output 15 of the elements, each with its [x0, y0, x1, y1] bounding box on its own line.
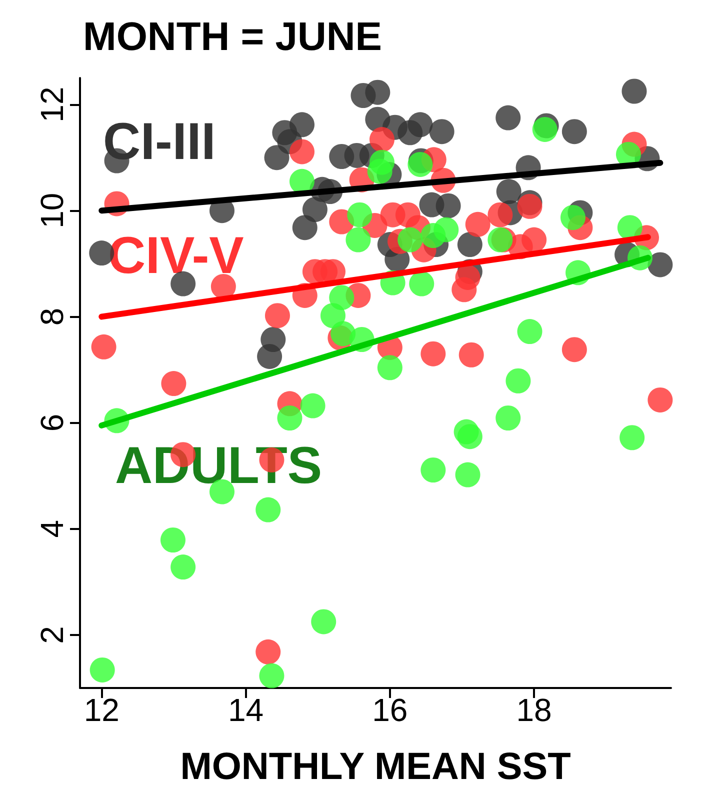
- x-tick-label: 16: [372, 692, 408, 728]
- y-tick-label: 10: [34, 192, 70, 228]
- y-tick-label: 4: [34, 520, 70, 538]
- y-tick-label: 6: [34, 414, 70, 432]
- x-tick-label: 14: [228, 692, 264, 728]
- x-tick-label: 12: [84, 692, 120, 728]
- series-label: CI-III: [103, 113, 216, 171]
- chart-title: MONTH = JUNE: [83, 15, 382, 59]
- series-label: ADULTS: [115, 437, 322, 495]
- y-tick-label: 2: [34, 626, 70, 644]
- y-tick-label: 12: [34, 86, 70, 122]
- series-label: CIV-V: [108, 227, 244, 285]
- x-axis-title: MONTHLY MEAN SST: [180, 746, 571, 788]
- y-tick-label: 8: [34, 308, 70, 326]
- x-tick-label: 18: [516, 692, 552, 728]
